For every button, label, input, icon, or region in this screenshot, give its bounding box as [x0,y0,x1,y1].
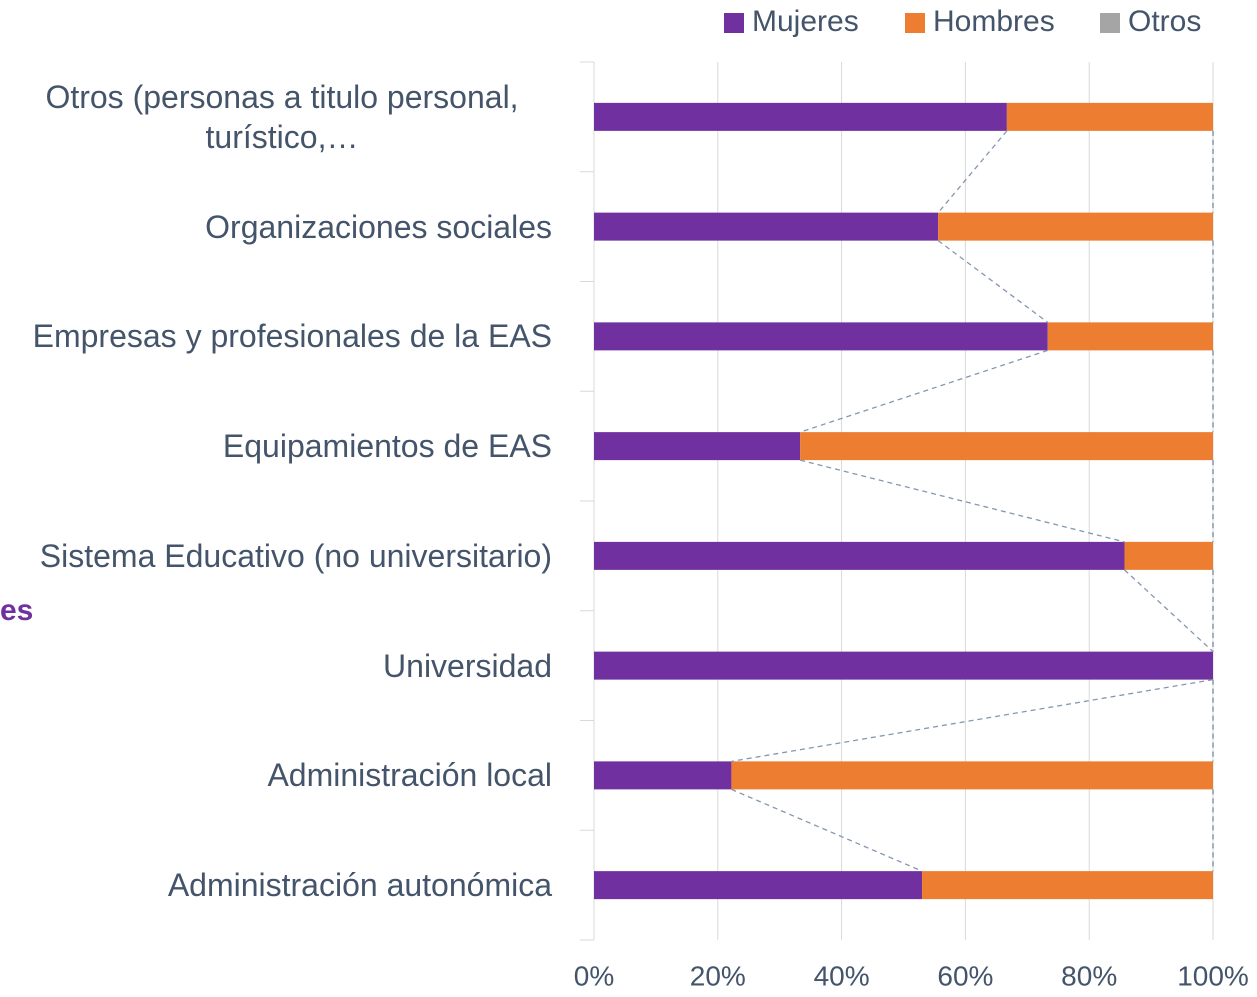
bar-segment [1006,102,1213,131]
category-label-text: Administración autonómica [167,867,552,904]
bar-segment [1124,541,1213,570]
category-label: Empresas y profesionales de la EAS [0,316,552,356]
category-label: Administración autonómica [0,865,552,905]
category-label-text: Universidad [383,647,552,684]
category-label-text: Otros (personas a titulo personal, turís… [45,78,519,155]
category-label: Administración local [0,755,552,795]
x-tick-label: 80% [1061,960,1117,991]
series-line [731,678,1214,763]
category-label-text: Empresas y profesionales de la EAS [32,318,552,355]
bar-segment [594,102,1007,131]
category-label-text: Organizaciones sociales [205,208,552,245]
x-tick-label: 60% [937,960,993,991]
category-label: Universidad [0,646,552,686]
category-label: Sistema Educativo (no universitario) [0,536,552,576]
series-line [799,349,1048,433]
bar-segment [1047,322,1213,351]
category-label: Equipamientos de EAS [0,426,552,466]
bar-segment [922,871,1213,900]
bar-segment [938,212,1213,241]
legend-swatch [724,13,744,33]
series-line [799,459,1125,543]
legend-swatch [905,13,925,33]
x-tick-label: 20% [690,960,746,991]
series-line [731,788,923,872]
legend-label: Mujeres [752,5,859,38]
bar-segment [800,432,1213,461]
series-line [937,240,1049,323]
series-line [1124,569,1214,653]
bar-segment [594,432,801,461]
bar-segment [594,541,1125,570]
bar-segment [594,761,732,790]
bar-segment [594,322,1048,351]
legend-swatch [1100,13,1120,33]
series-line [937,130,1008,214]
x-tick-label: 100% [1177,960,1249,991]
bar-segment [594,651,1213,680]
category-label: Organizaciones sociales [0,207,552,247]
legend-label: Hombres [933,5,1055,38]
category-label: Otros (personas a titulo personal, turís… [0,77,552,157]
category-label-text: Administración local [267,757,552,794]
bar-segment [594,212,939,241]
side-title-fragment: es [0,594,34,627]
x-tick-label: 0% [574,960,614,991]
legend-label: Otros [1128,5,1201,38]
x-tick-label: 40% [814,960,870,991]
bar-segment [731,761,1213,790]
bar-segment [594,871,923,900]
category-label-text: Equipamientos de EAS [222,428,552,465]
category-label-text: Sistema Educativo (no universitario) [39,537,552,574]
